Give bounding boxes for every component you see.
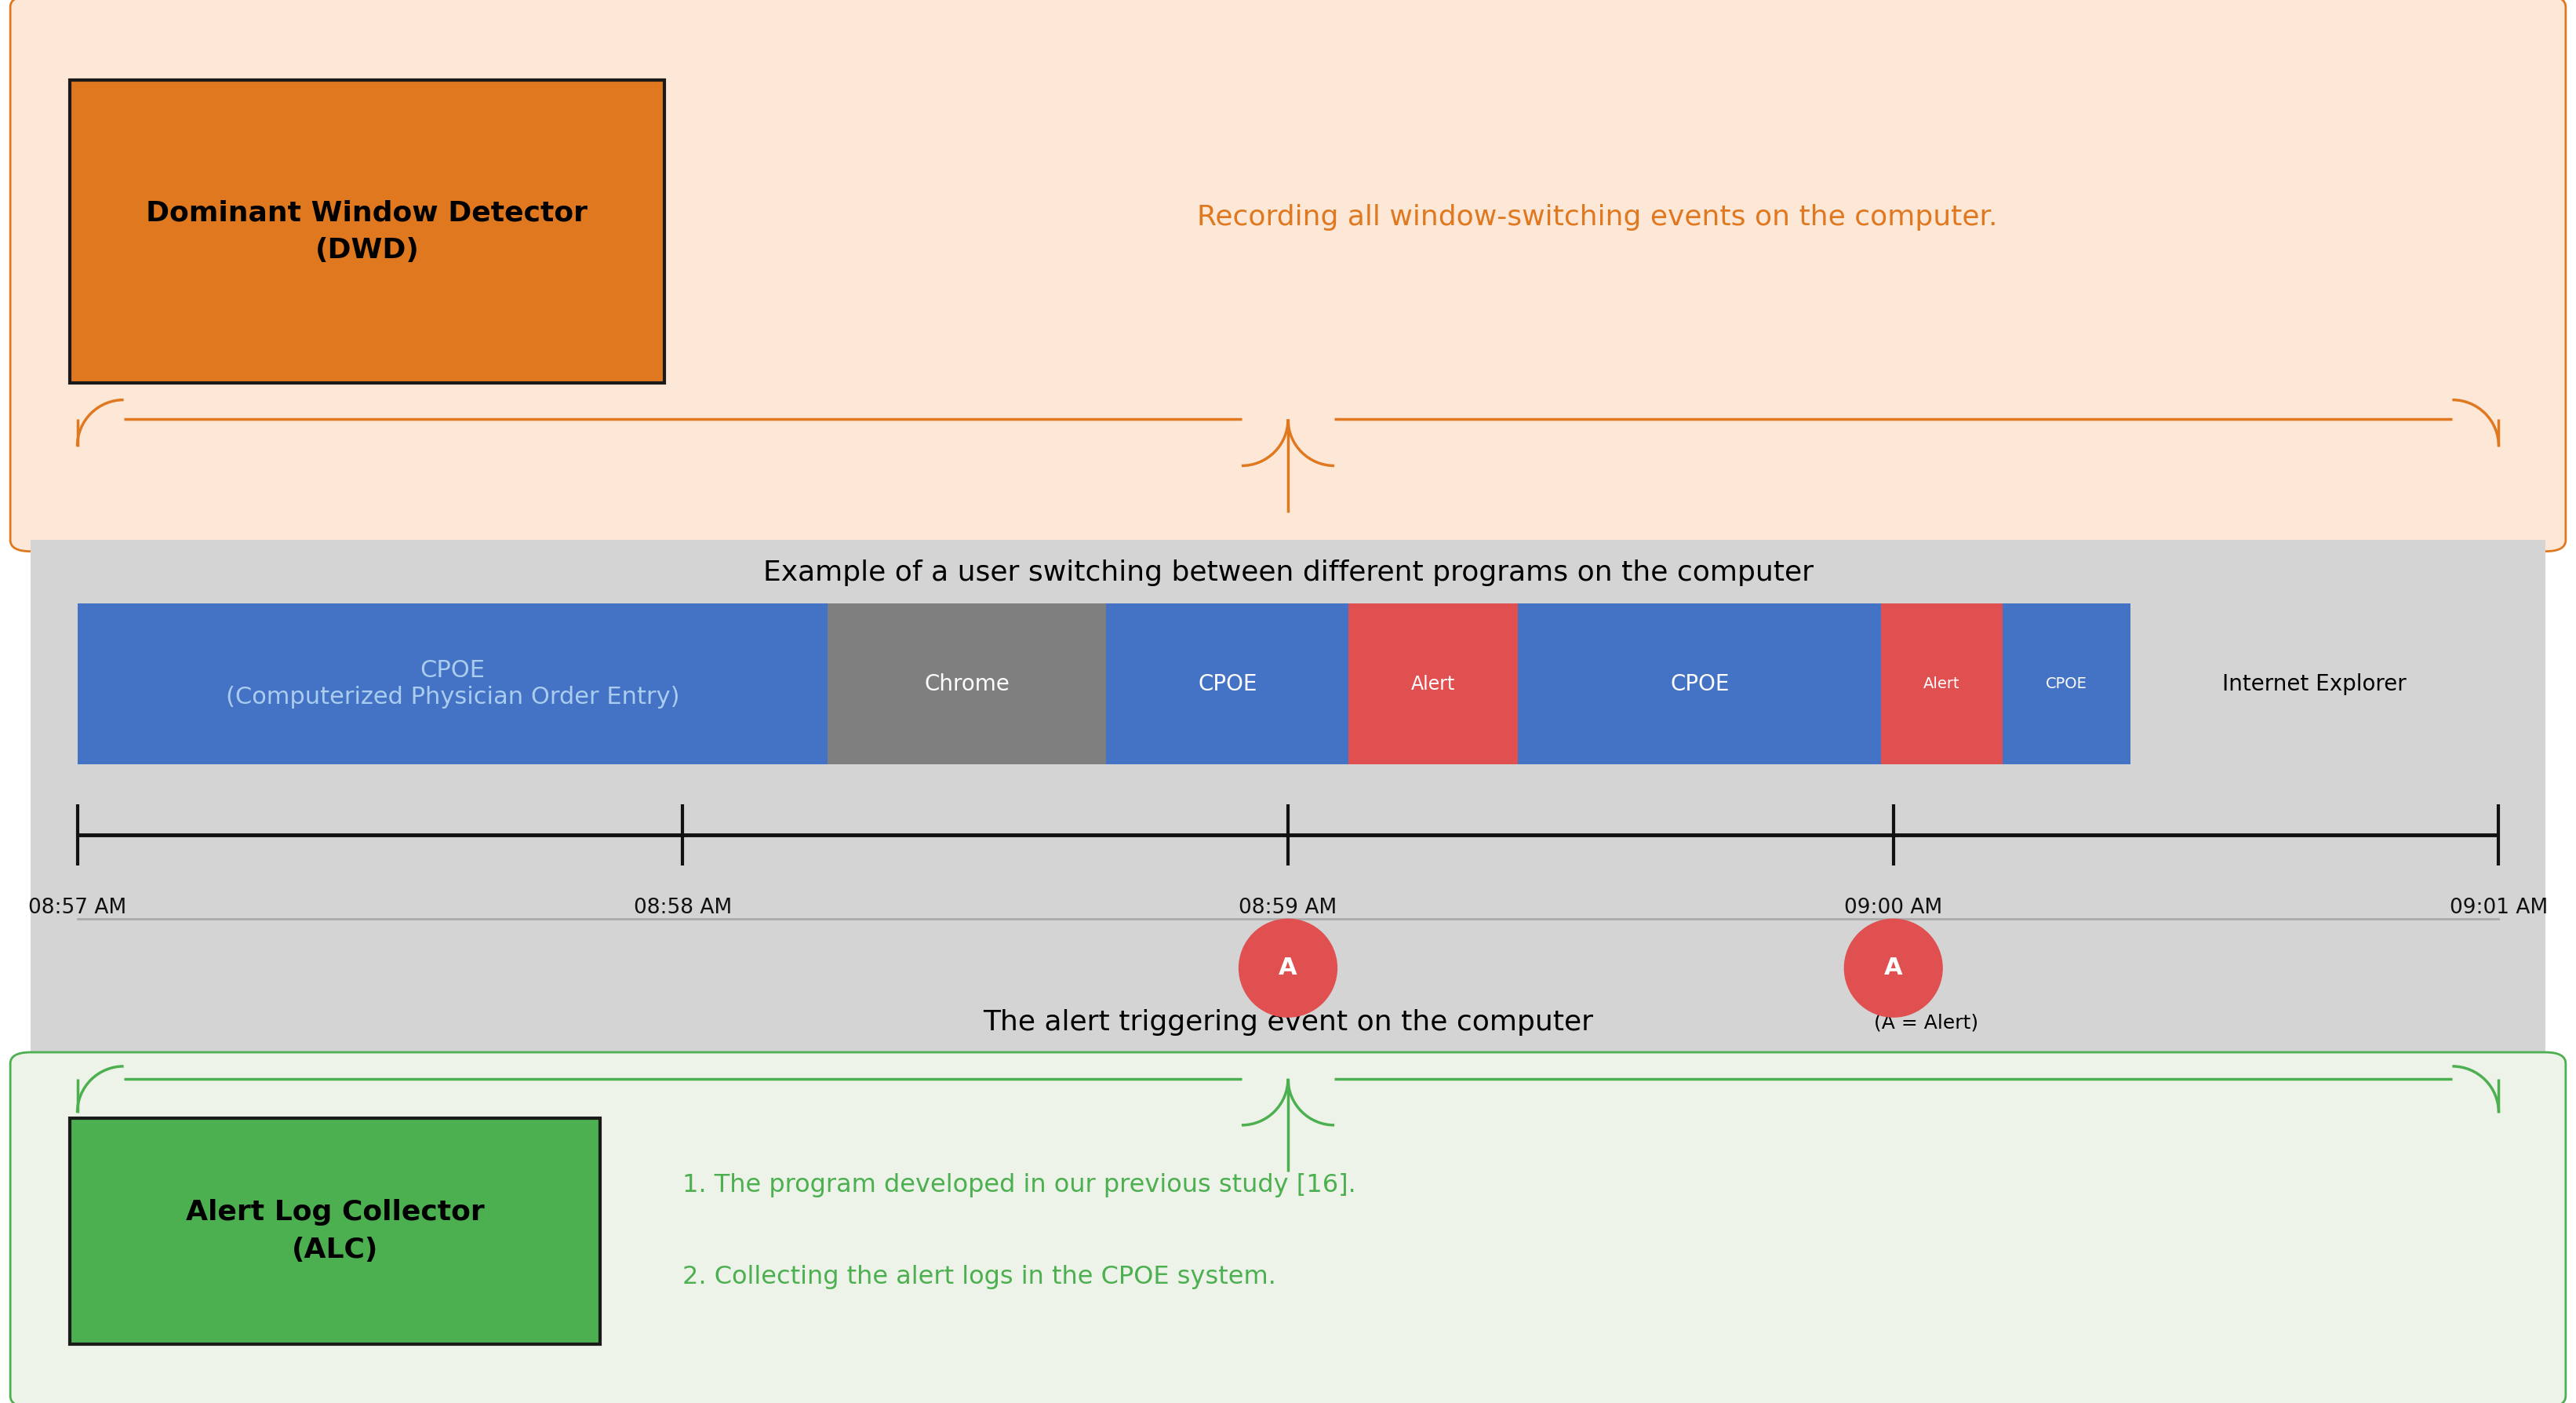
Text: CPOE: CPOE — [2045, 676, 2087, 692]
Text: (A = Alert): (A = Alert) — [1868, 1013, 1978, 1033]
Bar — [2002, 603, 2130, 765]
Text: The alert triggering event on the computer: The alert triggering event on the comput… — [984, 1009, 1592, 1037]
Bar — [1517, 603, 1880, 765]
Text: Alert: Alert — [1412, 675, 1455, 693]
Text: Alert: Alert — [1924, 676, 1960, 692]
Text: Chrome: Chrome — [925, 673, 1010, 694]
Text: CPOE: CPOE — [1669, 673, 1728, 694]
Bar — [2130, 603, 2499, 765]
Text: Internet Explorer: Internet Explorer — [2223, 673, 2406, 694]
Text: A: A — [1278, 957, 1298, 979]
Text: 08:57 AM: 08:57 AM — [28, 898, 126, 919]
FancyBboxPatch shape — [10, 1052, 2566, 1403]
Bar — [827, 603, 1108, 765]
Text: 1. The program developed in our previous study [16].: 1. The program developed in our previous… — [683, 1173, 1355, 1198]
Text: CPOE
(Computerized Physician Order Entry): CPOE (Computerized Physician Order Entry… — [227, 659, 680, 709]
Bar — [31, 540, 2545, 1059]
Text: 09:01 AM: 09:01 AM — [2450, 898, 2548, 919]
FancyBboxPatch shape — [10, 0, 2566, 551]
Bar — [77, 603, 827, 765]
Bar — [1350, 603, 1517, 765]
Text: Example of a user switching between different programs on the computer: Example of a user switching between diff… — [762, 558, 1814, 586]
Text: Recording all window-switching events on the computer.: Recording all window-switching events on… — [1198, 203, 1996, 231]
Bar — [1108, 603, 1350, 765]
Text: 08:59 AM: 08:59 AM — [1239, 898, 1337, 919]
Text: A: A — [1883, 957, 1904, 979]
Text: 2. Collecting the alert logs in the CPOE system.: 2. Collecting the alert logs in the CPOE… — [683, 1264, 1275, 1289]
Text: 08:58 AM: 08:58 AM — [634, 898, 732, 919]
FancyBboxPatch shape — [70, 80, 665, 383]
FancyBboxPatch shape — [70, 1118, 600, 1344]
Ellipse shape — [1239, 919, 1337, 1017]
Bar — [1880, 603, 2002, 765]
Ellipse shape — [1844, 919, 1942, 1017]
Text: 09:00 AM: 09:00 AM — [1844, 898, 1942, 919]
Text: Alert Log Collector
(ALC): Alert Log Collector (ALC) — [185, 1200, 484, 1263]
Bar — [77, 603, 2499, 765]
Text: Dominant Window Detector
(DWD): Dominant Window Detector (DWD) — [147, 199, 587, 264]
Text: CPOE: CPOE — [1198, 673, 1257, 694]
